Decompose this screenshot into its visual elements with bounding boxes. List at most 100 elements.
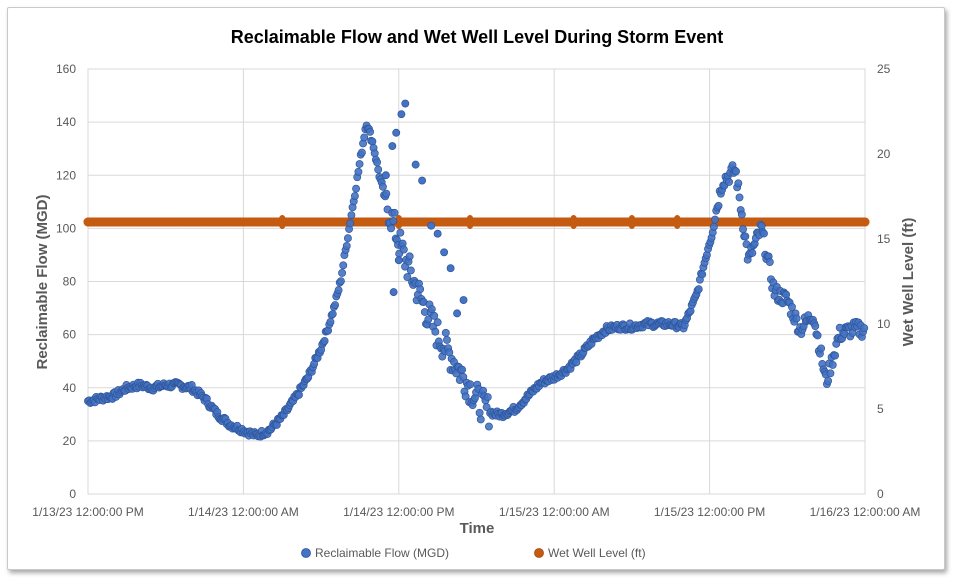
flow-point bbox=[441, 328, 450, 337]
flow-point bbox=[331, 301, 340, 310]
wet-well-point bbox=[321, 217, 331, 227]
flow-point bbox=[694, 285, 703, 294]
flow-point bbox=[739, 225, 747, 234]
wet-well-point bbox=[335, 217, 345, 227]
flow-point bbox=[737, 210, 746, 219]
flow-point bbox=[354, 167, 363, 176]
wet-well-spike bbox=[466, 215, 475, 229]
wet-well-point bbox=[293, 217, 303, 227]
flow-point bbox=[826, 369, 835, 378]
series-wet-well-level bbox=[83, 215, 870, 229]
wet-well-point bbox=[720, 217, 730, 227]
legend-marker-flow bbox=[301, 548, 311, 558]
flow-point bbox=[424, 315, 433, 324]
wet-well-point bbox=[783, 217, 793, 227]
flow-point bbox=[418, 176, 427, 185]
flow-point bbox=[714, 201, 723, 210]
flow-point bbox=[373, 158, 381, 167]
x-axis-title: Time bbox=[460, 520, 495, 537]
wet-well-point bbox=[181, 217, 191, 227]
wet-well-point bbox=[818, 217, 828, 227]
flow-point bbox=[357, 148, 366, 157]
y-tick-label: 60 bbox=[63, 328, 77, 342]
flow-point bbox=[459, 296, 468, 305]
flow-point bbox=[748, 249, 757, 257]
wet-well-point bbox=[489, 217, 499, 227]
flow-point bbox=[431, 327, 440, 336]
flow-point bbox=[346, 219, 355, 228]
wet-well-point bbox=[209, 217, 219, 227]
flow-point bbox=[828, 360, 837, 369]
wet-well-point bbox=[524, 217, 534, 227]
wet-well-point bbox=[496, 217, 506, 227]
wet-well-point bbox=[174, 217, 184, 227]
wet-well-point bbox=[405, 217, 415, 227]
wet-well-point bbox=[188, 217, 198, 227]
flow-point bbox=[765, 258, 774, 267]
wet-well-point bbox=[265, 217, 275, 227]
flow-point bbox=[433, 318, 442, 327]
flow-point bbox=[374, 165, 383, 174]
y-tick-label: 40 bbox=[63, 381, 77, 395]
flow-point bbox=[366, 127, 375, 136]
wet-well-point bbox=[811, 217, 821, 227]
wet-well-point bbox=[594, 217, 604, 227]
flow-point bbox=[396, 228, 405, 237]
wet-well-point bbox=[685, 217, 695, 227]
flow-point bbox=[336, 277, 345, 286]
wet-well-point bbox=[734, 217, 744, 227]
wet-well-point bbox=[608, 217, 618, 227]
y-tick-label: 100 bbox=[56, 221, 76, 235]
wet-well-point bbox=[104, 217, 114, 227]
flow-point bbox=[811, 322, 820, 331]
y2-tick-label: 15 bbox=[877, 232, 891, 246]
wet-well-point bbox=[776, 217, 786, 227]
flow-point bbox=[860, 324, 869, 332]
flow-point bbox=[342, 241, 351, 250]
flow-point bbox=[347, 211, 356, 220]
wet-well-point bbox=[237, 217, 247, 227]
flow-point bbox=[397, 110, 406, 119]
wet-well-point bbox=[636, 217, 646, 227]
flow-point bbox=[360, 133, 369, 142]
wet-well-point bbox=[223, 217, 233, 227]
wet-well-point bbox=[664, 217, 674, 227]
flow-point bbox=[817, 344, 826, 353]
flow-point bbox=[735, 193, 744, 202]
flow-point bbox=[334, 286, 343, 295]
wet-well-point bbox=[601, 217, 611, 227]
y-tick-label: 0 bbox=[69, 487, 76, 501]
wet-well-point bbox=[580, 217, 590, 227]
y-axis-ticks: 0 20 40 60 80 100 120 140 160 bbox=[56, 62, 76, 501]
flow-point bbox=[698, 270, 707, 279]
y2-tick-label: 5 bbox=[877, 402, 884, 416]
flow-point bbox=[403, 273, 412, 282]
flow-point bbox=[813, 331, 822, 340]
flow-point bbox=[453, 309, 462, 318]
y-tick-label: 80 bbox=[63, 275, 77, 289]
wet-well-point bbox=[90, 217, 100, 227]
flow-point bbox=[416, 285, 425, 294]
wet-well-point bbox=[447, 217, 457, 227]
wet-well-point bbox=[328, 217, 338, 227]
flow-point bbox=[399, 245, 408, 254]
wet-well-point bbox=[146, 217, 156, 227]
x-tick-label: 1/15/23 12:00:00 PM bbox=[654, 505, 765, 519]
y2-tick-label: 0 bbox=[877, 487, 884, 501]
wet-well-point bbox=[860, 217, 870, 227]
wet-well-point bbox=[125, 217, 135, 227]
chart-title: Reclaimable Flow and Wet Well Level Duri… bbox=[231, 27, 723, 47]
flow-point bbox=[382, 189, 391, 198]
wet-well-point bbox=[699, 217, 709, 227]
flow-point bbox=[427, 221, 436, 230]
x-tick-label: 1/15/23 12:00:00 AM bbox=[499, 505, 610, 519]
wet-well-point bbox=[804, 217, 814, 227]
wet-well-spike bbox=[673, 215, 682, 229]
legend-marker-wet-well bbox=[534, 548, 544, 558]
flow-point bbox=[440, 248, 449, 257]
wet-well-point bbox=[538, 217, 548, 227]
flow-point bbox=[378, 182, 387, 191]
flow-point bbox=[338, 268, 347, 277]
flow-point bbox=[339, 261, 348, 270]
